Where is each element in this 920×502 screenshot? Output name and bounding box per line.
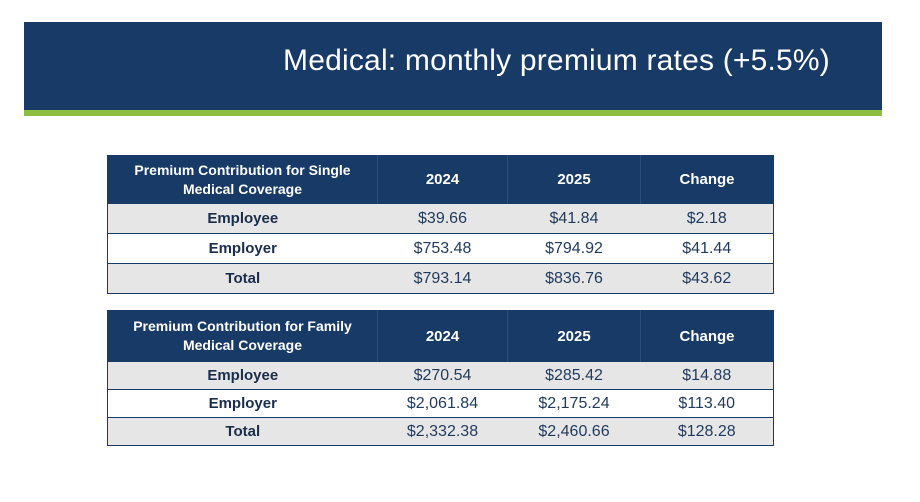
value-2024: $2,061.84 [377, 389, 508, 418]
value-2025: $794.92 [507, 233, 641, 264]
change-header: Change [640, 155, 774, 204]
table-header-row: Premium Contribution for Family Medical … [107, 310, 774, 362]
single-coverage-table: Premium Contribution for Single Medical … [107, 155, 774, 294]
row-label: Total [107, 263, 378, 294]
table-row: Employer $753.48 $794.92 $41.44 [107, 233, 774, 264]
family-coverage-table: Premium Contribution for Family Medical … [107, 310, 774, 446]
value-change: $2.18 [640, 203, 774, 234]
coverage-header-label: Premium Contribution for Family Medical … [107, 310, 378, 362]
year-2024-header: 2024 [377, 310, 508, 362]
value-2024: $753.48 [377, 233, 508, 264]
value-change: $113.40 [640, 389, 774, 418]
value-2025: $285.42 [507, 361, 641, 390]
value-2025: $2,175.24 [507, 389, 641, 418]
row-label: Employer [107, 389, 378, 418]
table-row: Total $793.14 $836.76 $43.62 [107, 263, 774, 294]
year-2025-header: 2025 [507, 310, 641, 362]
table-row: Employer $2,061.84 $2,175.24 $113.40 [107, 389, 774, 418]
value-change: $14.88 [640, 361, 774, 390]
year-2025-header: 2025 [507, 155, 641, 204]
row-label: Employer [107, 233, 378, 264]
value-change: $41.44 [640, 233, 774, 264]
value-change: $43.62 [640, 263, 774, 294]
value-change: $128.28 [640, 417, 774, 446]
value-2025: $41.84 [507, 203, 641, 234]
row-label: Employee [107, 361, 378, 390]
value-2024: $2,332.38 [377, 417, 508, 446]
value-2024: $39.66 [377, 203, 508, 234]
value-2024: $270.54 [377, 361, 508, 390]
accent-bar [24, 110, 882, 116]
slide-title: Medical: monthly premium rates (+5.5%) [283, 44, 830, 77]
coverage-header-label: Premium Contribution for Single Medical … [107, 155, 378, 204]
row-label: Total [107, 417, 378, 446]
table-header-row: Premium Contribution for Single Medical … [107, 155, 774, 204]
table-row: Employee $270.54 $285.42 $14.88 [107, 361, 774, 390]
value-2024: $793.14 [377, 263, 508, 294]
year-2024-header: 2024 [377, 155, 508, 204]
row-label: Employee [107, 203, 378, 234]
table-row: Employee $39.66 $41.84 $2.18 [107, 203, 774, 234]
change-header: Change [640, 310, 774, 362]
value-2025: $2,460.66 [507, 417, 641, 446]
title-banner: Medical: monthly premium rates (+5.5%) [24, 22, 882, 110]
table-row: Total $2,332.38 $2,460.66 $128.28 [107, 417, 774, 446]
value-2025: $836.76 [507, 263, 641, 294]
